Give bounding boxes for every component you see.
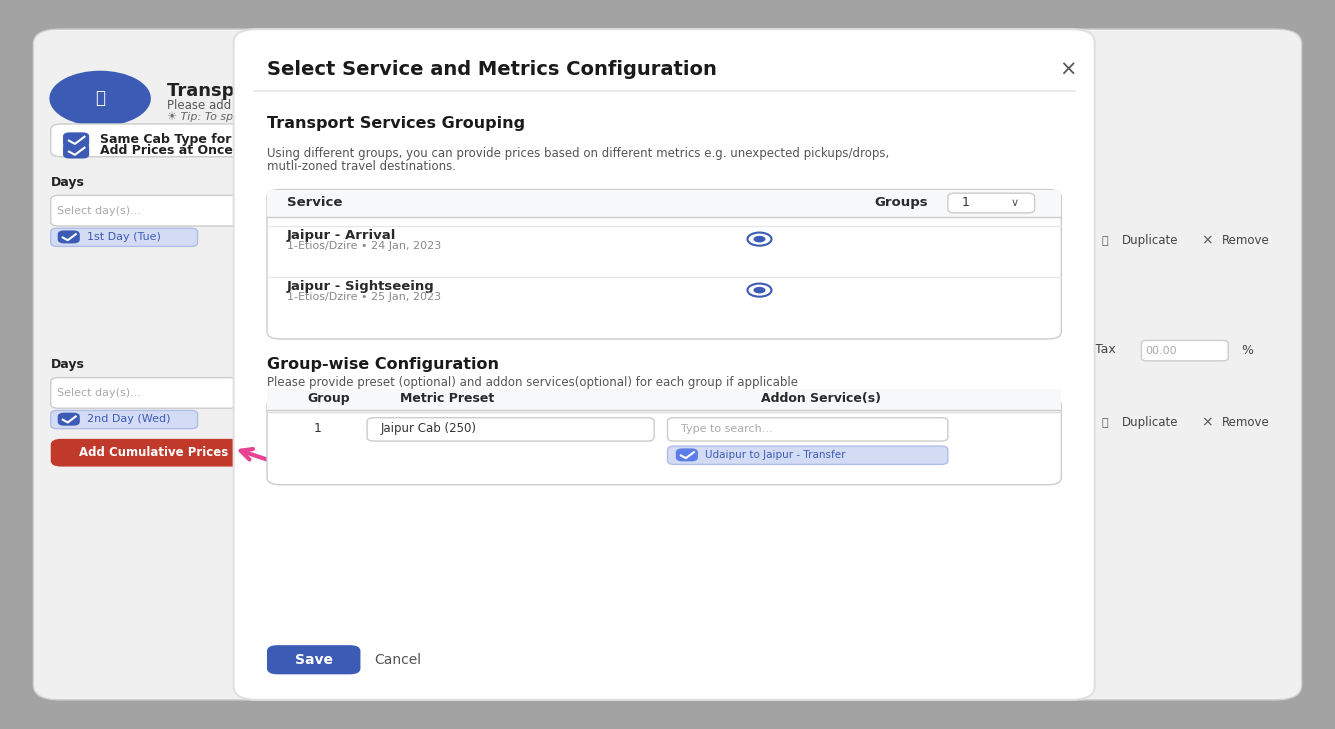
Text: Jaipur: Jaipur xyxy=(260,388,292,398)
FancyBboxPatch shape xyxy=(254,195,374,226)
Text: 1-Etios/Dzire • 25 Jan, 2023: 1-Etios/Dzire • 25 Jan, 2023 xyxy=(287,292,441,303)
Text: Cancel: Cancel xyxy=(374,652,421,667)
FancyBboxPatch shape xyxy=(59,232,79,243)
Circle shape xyxy=(753,236,765,242)
FancyBboxPatch shape xyxy=(59,414,79,424)
Text: Group-wise Configuration: Group-wise Configuration xyxy=(267,357,499,372)
Text: 🚗: 🚗 xyxy=(95,90,105,107)
Text: ☀ Tip: To speed up the proce: ☀ Tip: To speed up the proce xyxy=(167,112,328,122)
FancyBboxPatch shape xyxy=(51,124,384,157)
Text: Add Cumulative Prices: Add Cumulative Prices xyxy=(79,446,228,459)
FancyBboxPatch shape xyxy=(677,449,697,461)
FancyBboxPatch shape xyxy=(1141,340,1228,361)
Text: Groups: Groups xyxy=(874,196,928,209)
FancyBboxPatch shape xyxy=(51,439,244,467)
Text: Group: Group xyxy=(307,392,350,405)
Text: 🗎: 🗎 xyxy=(1101,235,1108,246)
Text: Jaipur - Sightseeing: Jaipur - Sightseeing xyxy=(287,280,435,293)
Text: 1-Etios/Dzire • 24 Jan, 2023: 1-Etios/Dzire • 24 Jan, 2023 xyxy=(287,241,442,252)
Text: Jaipur: Jaipur xyxy=(260,206,292,216)
Text: 🗎: 🗎 xyxy=(1101,418,1108,428)
FancyBboxPatch shape xyxy=(51,195,238,226)
Text: Addon Service(s): Addon Service(s) xyxy=(761,392,881,405)
FancyBboxPatch shape xyxy=(668,418,948,441)
Text: Save: Save xyxy=(295,652,332,667)
Circle shape xyxy=(753,286,765,293)
Text: ∨: ∨ xyxy=(1011,198,1019,208)
Circle shape xyxy=(748,284,772,297)
FancyBboxPatch shape xyxy=(51,378,238,408)
Text: 1: 1 xyxy=(961,196,969,209)
FancyBboxPatch shape xyxy=(234,29,1095,700)
Text: mutli-zoned travel destinations.: mutli-zoned travel destinations. xyxy=(267,160,457,173)
FancyBboxPatch shape xyxy=(267,397,1061,485)
FancyBboxPatch shape xyxy=(948,193,1035,213)
Text: Using different groups, you can provide prices based on different metrics e.g. u: Using different groups, you can provide … xyxy=(267,147,889,160)
Text: Remove: Remove xyxy=(1222,416,1270,429)
Text: Metric Preset: Metric Preset xyxy=(400,392,495,405)
Text: Select day(s)...: Select day(s)... xyxy=(57,206,142,216)
Text: Duplicate: Duplicate xyxy=(1121,234,1177,247)
Text: Jaipur - Arrival: Jaipur - Arrival xyxy=(287,229,396,242)
FancyBboxPatch shape xyxy=(64,144,88,157)
Bar xyxy=(267,190,1061,217)
Text: Service D: Service D xyxy=(267,176,334,189)
Text: Udaipur to Jaipur - Transfer: Udaipur to Jaipur - Transfer xyxy=(705,450,845,460)
Text: ×: × xyxy=(1059,59,1077,79)
Text: Select day(s)...: Select day(s)... xyxy=(57,388,142,398)
FancyBboxPatch shape xyxy=(51,228,198,246)
Text: Service D: Service D xyxy=(267,358,334,371)
Text: 1st Day (Tue): 1st Day (Tue) xyxy=(87,232,160,242)
FancyBboxPatch shape xyxy=(267,645,360,674)
Text: ×: × xyxy=(1202,233,1214,248)
FancyBboxPatch shape xyxy=(33,29,1302,700)
Text: Transport Services Grouping: Transport Services Grouping xyxy=(267,117,525,131)
Text: 1: 1 xyxy=(314,422,322,435)
Text: Add Prices at Once: Add Prices at Once xyxy=(100,144,234,157)
Text: Days: Days xyxy=(51,358,84,371)
FancyBboxPatch shape xyxy=(367,418,654,441)
FancyBboxPatch shape xyxy=(64,133,88,147)
Text: ×: × xyxy=(1202,416,1214,430)
Text: 2nd Day (Wed): 2nd Day (Wed) xyxy=(87,414,171,424)
Text: Tax: Tax xyxy=(1095,343,1116,356)
FancyBboxPatch shape xyxy=(668,446,948,464)
FancyBboxPatch shape xyxy=(51,410,198,429)
FancyBboxPatch shape xyxy=(267,190,1061,339)
Text: Please add the transporta: Please add the transporta xyxy=(167,99,320,112)
Text: Same Cab Type for All: Same Cab Type for All xyxy=(100,133,254,147)
Text: Remove: Remove xyxy=(1222,234,1270,247)
Text: Type to search...: Type to search... xyxy=(681,424,773,434)
Text: 00.00: 00.00 xyxy=(1145,346,1177,356)
Circle shape xyxy=(49,71,151,126)
Text: Jaipur Cab (250): Jaipur Cab (250) xyxy=(380,422,477,435)
Text: Duplicate: Duplicate xyxy=(1121,416,1177,429)
Bar xyxy=(267,389,1061,410)
Text: %: % xyxy=(1242,344,1254,357)
Text: Select Service and Metrics Configuration: Select Service and Metrics Configuration xyxy=(267,60,717,79)
Text: Service: Service xyxy=(287,196,342,209)
Text: Transports and Ac: Transports and Ac xyxy=(167,82,350,100)
FancyBboxPatch shape xyxy=(254,378,374,408)
Text: Days: Days xyxy=(51,176,84,189)
Circle shape xyxy=(748,233,772,246)
Text: Please provide preset (optional) and addon services(optional) for each group if : Please provide preset (optional) and add… xyxy=(267,376,798,389)
